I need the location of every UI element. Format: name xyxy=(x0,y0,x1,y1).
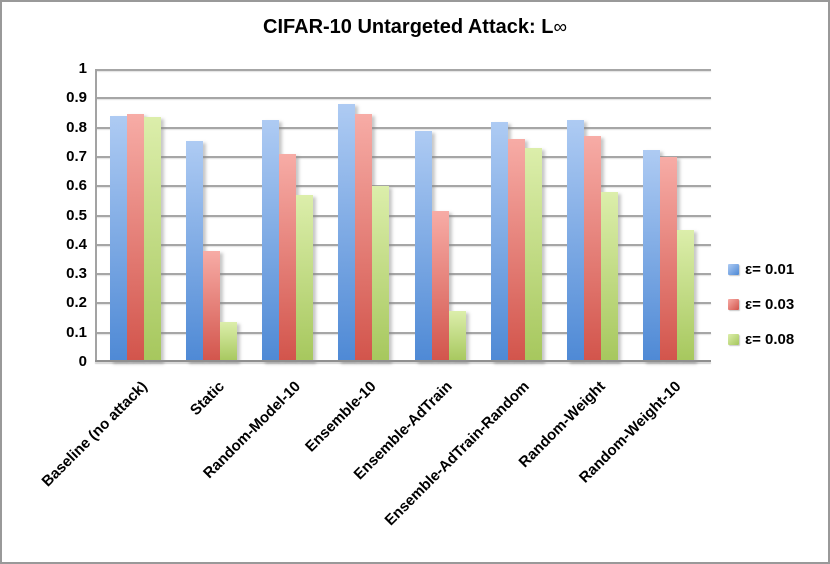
bar xyxy=(126,114,144,362)
gridline xyxy=(97,97,711,100)
bar xyxy=(338,104,356,362)
bar-group xyxy=(97,69,173,362)
y-axis-label: 0 xyxy=(78,353,87,370)
legend-swatch-icon xyxy=(728,334,739,345)
bar xyxy=(143,117,161,362)
infinity-symbol: ∞ xyxy=(553,17,567,38)
y-axis-label: 0.1 xyxy=(66,323,87,341)
legend-item: ε= 0.03 xyxy=(728,296,794,313)
y-axis-label: 0.7 xyxy=(66,147,87,165)
bar xyxy=(448,310,466,362)
bar xyxy=(262,120,280,362)
bar xyxy=(185,140,203,362)
legend-item: ε= 0.08 xyxy=(728,331,794,348)
bar xyxy=(431,211,449,362)
bar xyxy=(355,114,373,362)
x-axis-label: Ensemble-10 xyxy=(302,378,380,456)
gridline xyxy=(97,331,711,334)
y-axis-label: 0.5 xyxy=(66,206,87,224)
bar-groups xyxy=(97,69,707,362)
y-axis-label: 0.4 xyxy=(66,235,87,253)
gridline xyxy=(97,126,711,129)
bar xyxy=(567,120,585,362)
gridline xyxy=(97,69,711,71)
gridline xyxy=(97,214,711,217)
gridline xyxy=(97,185,711,188)
bar xyxy=(601,192,619,362)
x-axis-label: Ensemble-AdTrain-Random xyxy=(381,378,533,530)
bar-group xyxy=(402,69,478,362)
bar-group xyxy=(250,69,326,362)
bar xyxy=(643,149,661,362)
bar xyxy=(677,230,695,362)
bar xyxy=(372,186,390,362)
x-axis-label: Static xyxy=(186,378,228,419)
x-axis-line xyxy=(95,360,711,362)
gridline xyxy=(97,273,711,276)
chart-title-text: CIFAR-10 Untargeted Attack: L xyxy=(263,16,554,38)
y-axis-label: 0.8 xyxy=(66,118,87,136)
legend-swatch-icon xyxy=(728,299,739,310)
bar-group xyxy=(326,69,402,362)
gridline xyxy=(97,155,711,158)
bar xyxy=(490,121,508,362)
bar xyxy=(524,148,542,362)
y-axis-label: 0.3 xyxy=(66,265,87,283)
plot-area xyxy=(95,69,711,362)
bar xyxy=(219,322,237,362)
y-axis-label: 0.6 xyxy=(66,177,87,195)
legend-item: ε= 0.01 xyxy=(728,261,794,278)
bar-group xyxy=(478,69,554,362)
legend: ε= 0.01 ε= 0.03 ε= 0.08 xyxy=(728,261,794,348)
gridline xyxy=(97,302,711,305)
bar xyxy=(507,139,525,362)
legend-label: ε= 0.01 xyxy=(745,261,795,278)
chart-title: CIFAR-10 Untargeted Attack: L∞ xyxy=(2,16,828,39)
bar xyxy=(279,153,297,362)
legend-label: ε= 0.03 xyxy=(745,296,795,313)
bar xyxy=(414,130,432,362)
bar xyxy=(296,195,314,362)
bar xyxy=(109,115,127,362)
bar xyxy=(202,250,220,362)
x-axis-label: Baseline (no attack) xyxy=(38,378,152,491)
bar-group xyxy=(631,69,707,362)
bar-group xyxy=(555,69,631,362)
bar-group xyxy=(173,69,249,362)
legend-swatch-icon xyxy=(728,264,739,275)
gridline xyxy=(97,243,711,246)
y-axis-label: 0.2 xyxy=(66,294,87,312)
bar xyxy=(660,156,678,362)
bar xyxy=(584,136,602,362)
legend-label: ε= 0.08 xyxy=(745,331,795,348)
y-axis-label: 1 xyxy=(78,60,87,77)
y-axis-label: 0.9 xyxy=(66,89,87,107)
